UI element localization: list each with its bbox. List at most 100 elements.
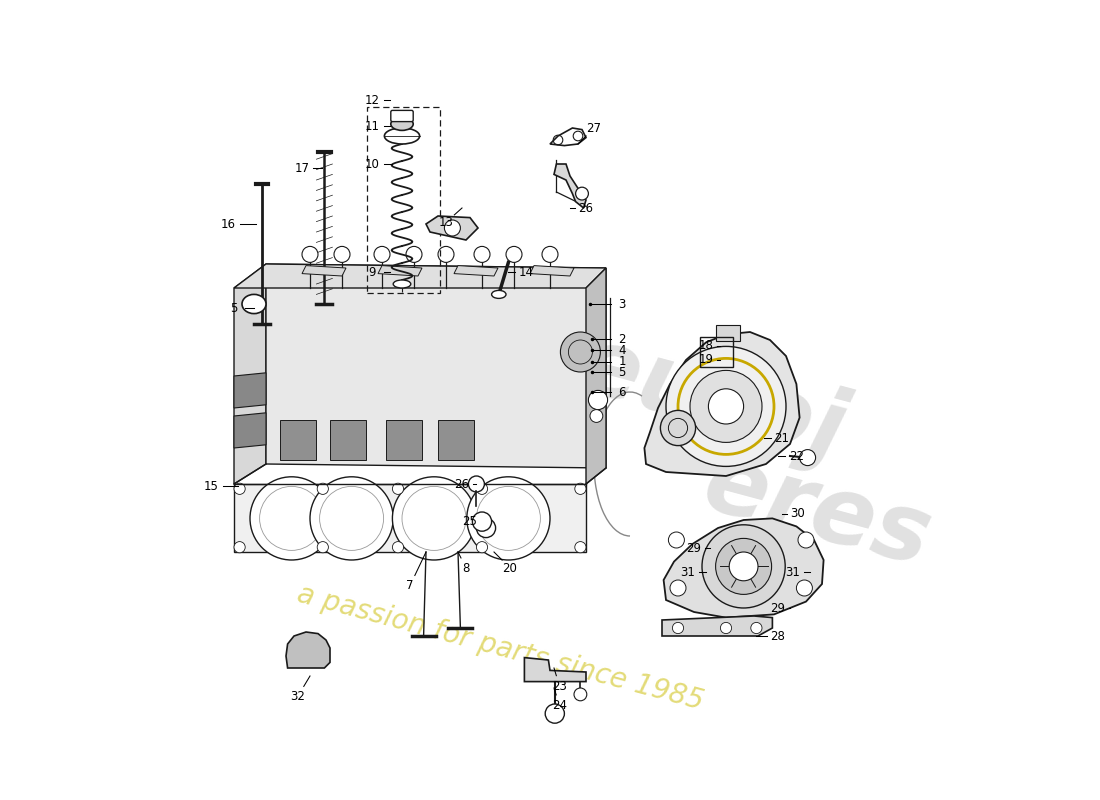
Circle shape xyxy=(666,346,786,466)
Text: 28: 28 xyxy=(771,630,785,642)
Text: 6: 6 xyxy=(618,386,626,398)
Circle shape xyxy=(406,246,422,262)
Polygon shape xyxy=(266,264,606,468)
Text: 23: 23 xyxy=(552,680,567,693)
Polygon shape xyxy=(454,266,498,276)
Polygon shape xyxy=(234,264,606,288)
Polygon shape xyxy=(330,420,366,460)
Circle shape xyxy=(588,390,607,410)
Text: 4: 4 xyxy=(618,344,626,357)
Circle shape xyxy=(542,246,558,262)
Ellipse shape xyxy=(492,290,506,298)
Text: ères: ères xyxy=(694,438,942,586)
Polygon shape xyxy=(426,216,478,240)
Circle shape xyxy=(590,410,603,422)
Circle shape xyxy=(560,332,601,372)
Circle shape xyxy=(444,220,461,236)
Circle shape xyxy=(393,483,404,494)
Polygon shape xyxy=(645,332,800,476)
Text: 18: 18 xyxy=(698,339,714,352)
Text: 1: 1 xyxy=(618,355,626,368)
Text: 3: 3 xyxy=(618,298,626,310)
Polygon shape xyxy=(530,266,574,276)
Polygon shape xyxy=(554,164,586,208)
Text: 15: 15 xyxy=(205,480,219,493)
Polygon shape xyxy=(663,518,824,618)
Circle shape xyxy=(234,483,245,494)
Circle shape xyxy=(670,580,686,596)
Circle shape xyxy=(234,542,245,553)
Polygon shape xyxy=(234,484,586,552)
Text: 21: 21 xyxy=(774,432,790,445)
Polygon shape xyxy=(280,420,317,460)
Circle shape xyxy=(702,525,785,608)
Text: 24: 24 xyxy=(552,699,568,712)
Text: 5: 5 xyxy=(618,366,626,378)
Circle shape xyxy=(310,477,393,560)
Ellipse shape xyxy=(393,280,410,288)
Ellipse shape xyxy=(384,128,419,144)
Text: 7: 7 xyxy=(406,579,414,592)
Text: 12: 12 xyxy=(365,94,380,106)
Circle shape xyxy=(660,410,695,446)
Circle shape xyxy=(374,246,390,262)
Circle shape xyxy=(575,187,589,200)
Circle shape xyxy=(250,477,333,560)
Circle shape xyxy=(798,532,814,548)
Circle shape xyxy=(690,370,762,442)
Text: 19: 19 xyxy=(698,354,714,366)
Text: 26: 26 xyxy=(579,202,594,214)
Text: 31: 31 xyxy=(785,566,800,578)
Polygon shape xyxy=(234,373,266,408)
Circle shape xyxy=(575,542,586,553)
Circle shape xyxy=(466,477,550,560)
Text: 16: 16 xyxy=(221,218,235,230)
Text: 10: 10 xyxy=(365,158,380,170)
Circle shape xyxy=(720,622,732,634)
Text: 22: 22 xyxy=(789,450,804,462)
Circle shape xyxy=(574,688,586,701)
Circle shape xyxy=(575,483,586,494)
Circle shape xyxy=(796,580,813,596)
Circle shape xyxy=(393,542,404,553)
Circle shape xyxy=(317,483,329,494)
Text: 32: 32 xyxy=(290,690,306,702)
Circle shape xyxy=(546,704,564,723)
Polygon shape xyxy=(234,264,266,484)
Circle shape xyxy=(751,622,762,634)
Text: 8: 8 xyxy=(462,562,470,574)
Text: 20: 20 xyxy=(503,562,517,574)
Circle shape xyxy=(469,476,484,492)
Circle shape xyxy=(474,246,490,262)
Circle shape xyxy=(476,483,487,494)
Text: 17: 17 xyxy=(295,162,309,174)
Circle shape xyxy=(708,389,744,424)
Polygon shape xyxy=(662,616,772,636)
Text: 31: 31 xyxy=(680,566,695,578)
Polygon shape xyxy=(302,266,346,276)
Circle shape xyxy=(438,246,454,262)
Circle shape xyxy=(716,538,771,594)
Polygon shape xyxy=(438,420,474,460)
Polygon shape xyxy=(525,658,586,682)
Circle shape xyxy=(669,532,684,548)
Polygon shape xyxy=(378,266,422,276)
Circle shape xyxy=(393,477,475,560)
Text: 29: 29 xyxy=(686,542,702,554)
Text: 14: 14 xyxy=(518,266,534,278)
FancyBboxPatch shape xyxy=(390,110,414,122)
Text: 26: 26 xyxy=(454,478,470,490)
Circle shape xyxy=(472,512,492,531)
FancyBboxPatch shape xyxy=(716,325,739,341)
Text: 25: 25 xyxy=(463,515,477,528)
Text: 9: 9 xyxy=(368,266,376,278)
Text: a passion for parts since 1985: a passion for parts since 1985 xyxy=(294,580,706,716)
Polygon shape xyxy=(386,420,422,460)
Text: 30: 30 xyxy=(791,507,805,520)
Text: 2: 2 xyxy=(618,333,626,346)
Text: 29: 29 xyxy=(770,602,785,614)
Circle shape xyxy=(476,518,496,538)
Circle shape xyxy=(800,450,815,466)
Circle shape xyxy=(506,246,522,262)
Text: 5: 5 xyxy=(230,302,238,314)
